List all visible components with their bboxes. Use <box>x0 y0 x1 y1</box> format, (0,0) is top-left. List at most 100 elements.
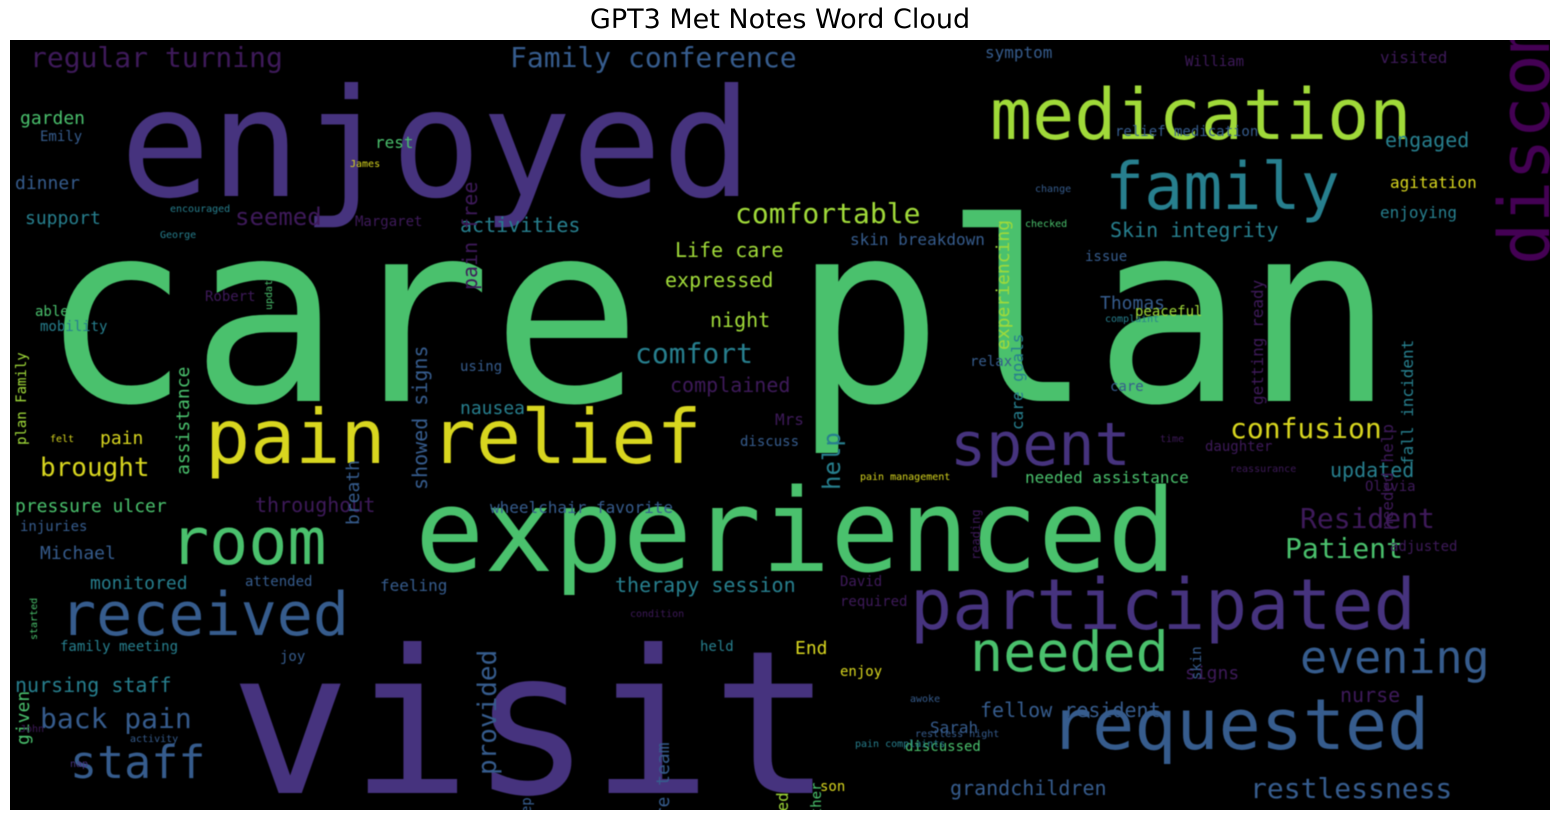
cloud-word: fellow resident <box>980 698 1161 722</box>
cloud-word: relief medication <box>1115 124 1259 140</box>
cloud-word: adjusted <box>1390 539 1458 555</box>
cloud-word: updated <box>1330 458 1415 482</box>
cloud-word: condition <box>630 609 685 620</box>
cloud-word: throughout <box>255 493 376 517</box>
cloud-word: discomfort <box>1484 40 1550 265</box>
cloud-word: expressed <box>665 268 774 292</box>
cloud-word: care plan <box>40 169 1395 460</box>
cloud-word: seemed <box>235 203 322 231</box>
cloud-word: pain management <box>860 472 951 483</box>
cloud-word: regular turning <box>30 41 283 74</box>
cloud-word: complaint <box>1105 314 1160 325</box>
cloud-word: evening <box>1300 631 1490 684</box>
cloud-word: night <box>710 308 771 332</box>
cloud-word: visit <box>230 608 833 811</box>
cloud-word: spent <box>950 410 1131 480</box>
cloud-word: Life care <box>675 238 784 262</box>
cloud-word: peaceful <box>1135 304 1203 320</box>
cloud-word: plan Family <box>14 352 30 445</box>
cloud-word: monitored <box>90 573 188 594</box>
cloud-word: Sarah <box>930 718 979 737</box>
cloud-word: engaged <box>1385 128 1470 152</box>
cloud-word: confusion <box>1230 412 1382 445</box>
cloud-word: pain free <box>458 181 482 290</box>
cloud-word: participated <box>910 564 1416 646</box>
cloud-word: George <box>160 230 197 241</box>
chart-title: GPT3 Met Notes Word Cloud <box>589 4 971 35</box>
cloud-word: grandchildren <box>950 776 1107 800</box>
cloud-word: assistance <box>173 366 194 475</box>
cloud-word: pain relief <box>205 393 702 481</box>
cloud-word: enjoyed <box>120 58 753 232</box>
cloud-word: support <box>25 208 101 229</box>
cloud-word: garden <box>20 108 86 129</box>
cloud-word: relax <box>970 354 1013 370</box>
cloud-word: reading <box>969 509 983 560</box>
cloud-word: encouraged <box>170 204 231 215</box>
cloud-word: family <box>1105 150 1340 225</box>
cloud-word: Michael <box>40 543 116 564</box>
cloud-word: discuss <box>740 434 800 450</box>
cloud-word: fall incident <box>1398 339 1417 465</box>
cloud-word: complained <box>670 373 791 397</box>
cloud-word: feeling <box>380 576 448 595</box>
cloud-word: night sleep <box>519 797 535 810</box>
cloud-word: son <box>820 779 846 795</box>
cloud-word: back pain <box>40 702 192 735</box>
cloud-word: joy <box>280 649 306 665</box>
cloud-word: David <box>840 574 883 590</box>
cloud-word: experienced <box>415 465 1177 599</box>
cloud-word: attended <box>245 574 313 590</box>
cloud-word: dinner <box>15 173 81 194</box>
cloud-word: given <box>13 690 34 745</box>
cloud-word: Olivia <box>1365 479 1416 495</box>
word-cloud: care plan visit enjoyed experienced medicati… <box>10 40 1550 810</box>
cloud-word: injuries <box>20 519 88 535</box>
cloud-word: restlessness <box>1250 772 1453 805</box>
cloud-word: symptom <box>985 43 1053 62</box>
cloud-word: Emily <box>40 129 83 145</box>
cloud-word: nurse <box>1340 683 1401 707</box>
cloud-word: Mrs <box>775 410 804 429</box>
cloud-word: wheelchair favorite <box>490 498 674 517</box>
cloud-word: activities <box>460 213 581 237</box>
cloud-word: pain complaints <box>855 739 946 750</box>
cloud-word: helped <box>773 792 792 810</box>
cloud-word: experiencing <box>993 219 1014 350</box>
cloud-word: issue <box>1085 249 1128 265</box>
cloud-word: rest <box>375 133 414 152</box>
cloud-word: visited <box>1380 48 1448 67</box>
cloud-word: awoke <box>910 694 941 705</box>
cloud-word: skin <box>1189 646 1205 680</box>
cloud-word: skin breakdown <box>850 230 985 249</box>
cloud-word: care team <box>653 742 674 810</box>
cloud-word: James <box>350 159 381 170</box>
cloud-word: getting ready <box>1248 279 1267 405</box>
cloud-word: received <box>60 580 349 650</box>
cloud-word: Resident <box>1300 502 1435 535</box>
cloud-word: able <box>35 304 69 320</box>
cloud-word: breath <box>343 459 364 525</box>
cloud-word: Margaret <box>355 214 423 230</box>
cloud-word: Robert <box>205 289 256 305</box>
cloud-word: medication <box>990 74 1412 156</box>
cloud-word: Thomas <box>1100 293 1166 314</box>
cloud-word: mobility <box>40 319 108 335</box>
cloud-word: checked <box>1025 219 1068 230</box>
cloud-word: restless night <box>915 729 1000 740</box>
cloud-word: update <box>264 273 275 310</box>
cloud-word: reassurance <box>1230 464 1297 475</box>
cloud-word: needed <box>970 620 1169 684</box>
cloud-word: room <box>170 505 327 580</box>
cloud-word: comfort <box>635 337 754 370</box>
cloud-word: felt <box>50 434 75 445</box>
cloud-word: nursing staff <box>15 673 172 697</box>
cloud-word: Skin integrity <box>1110 218 1279 242</box>
cloud-word: needed assistance <box>1025 468 1189 487</box>
cloud-word: family meeting <box>60 639 179 655</box>
cloud-word: pain <box>100 428 144 449</box>
cloud-word: staff <box>70 736 206 789</box>
cloud-word: signs <box>1185 663 1240 684</box>
cloud-word: therapy session <box>615 573 796 597</box>
cloud-word: Family conference <box>510 41 797 74</box>
